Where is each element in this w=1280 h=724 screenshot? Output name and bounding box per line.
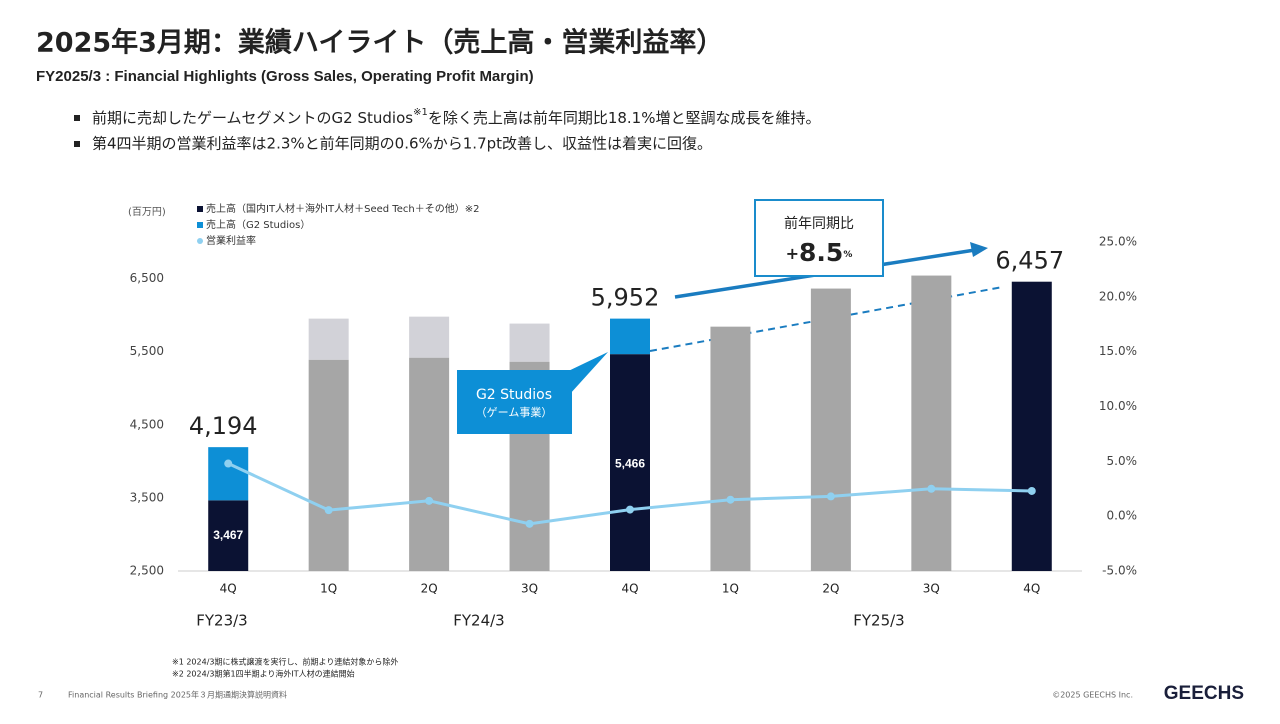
margin-point [1027,486,1036,495]
margin-point [324,506,333,515]
bar-segment [208,500,249,571]
total-label: 5,952 [591,284,660,312]
footnote: ※1 2024/3期に株式譲渡を実行し、前期より連結対象から除外 [172,657,398,667]
bar-segment [308,359,349,571]
x-tick-label: 4Q [621,582,638,596]
legend-marker [197,206,203,212]
x-tick-label: 4Q [1023,582,1040,596]
margin-point [224,459,233,468]
bullet: 第4四半期の営業利益率は2.3%と前年同期の0.6%から1.7pt改善し、収益性… [92,135,712,153]
group-label: FY23/3 [196,612,247,630]
x-tick-label: 4Q [220,582,237,596]
title: 2025年3月期：業績ハイライト（売上高・営業利益率） [36,27,723,59]
total-label: 4,194 [189,412,258,440]
footnote: ※2 2024/3期第1四半期より海外IT人材の連結開始 [172,669,355,679]
growth-box [754,199,884,277]
bar-segment [710,326,751,571]
y-tick-label: 6,500 [130,271,164,285]
bar-segment [911,275,952,571]
x-tick-label: 3Q [521,582,538,596]
bullet-text: 前期に売却したゲームセグメントのG2 Studios [92,109,413,127]
copyright: ©2025 GEECHS Inc. [1052,691,1133,700]
subtitle: FY2025/3 : Financial Highlights (Gross S… [36,68,534,85]
bar-segment [610,318,650,355]
y2-tick-label: 20.0% [1099,289,1137,303]
growth-sign: + [786,244,799,263]
footer-doc: Financial Results Briefing 2025年３月期通期決算説… [68,690,287,700]
value-label: 5,466 [615,456,645,470]
growth-number: 8.5 [799,238,843,267]
margin-point [425,496,434,505]
total-label: 6,457 [995,247,1064,275]
growth-value: +8.5% [786,238,853,267]
bullet-text: を除く売上高は前年同期比18.1%増と堅調な成長を維持。 [428,109,821,127]
bullet-mark [74,115,80,121]
bar-segment [810,288,851,571]
y-tick-label: 3,500 [130,490,164,504]
growth-label: 前年同期比 [784,215,854,232]
x-tick-label: 1Q [320,582,337,596]
chart: 2,500 3,500 4,500 5,500 6,500 -5.0% 0.0% 5.0% 10… [130,202,1137,630]
bar-segment [1011,281,1052,571]
margin-point [525,519,534,528]
bullet-note: ※1 [413,107,428,118]
legend-marker [197,238,203,244]
callout-sub: （ゲーム事業） [476,406,553,419]
y2-tick-label: 0.0% [1107,509,1138,523]
x-tick-label: 1Q [722,582,739,596]
arrow-head [970,242,988,257]
legend-label: 売上高（国内IT人材＋海外IT人材＋Seed Tech＋その他）※2 [206,202,479,215]
callout-box [457,370,572,434]
y-tick-label: 2,500 [130,564,164,578]
value-label: 3,467 [213,528,243,542]
group-label: FY25/3 [853,612,904,630]
margin-point [826,492,835,501]
x-tick-label: 2Q [421,582,438,596]
margin-point [626,505,634,514]
bar-segment [509,323,550,362]
bullet: 前期に売却したゲームセグメントのG2 Studios※1を除く売上高は前年同期比… [92,107,820,127]
x-tick-label: 3Q [923,582,940,596]
y-tick-label: 4,500 [130,417,164,431]
y2-tick-label: 10.0% [1099,399,1137,413]
bullet-mark [74,141,80,147]
group-label: FY24/3 [453,612,504,630]
bar-segment [308,318,349,360]
legend-label: 営業利益率 [206,234,256,247]
growth-unit: % [843,250,852,260]
y2-tick-label: 5.0% [1107,454,1138,468]
bar-segment [409,357,450,571]
unit: (百万円) [128,206,166,218]
callout-title: G2 Studios [476,387,552,403]
page-number: 7 [38,691,43,700]
y2-tick-label: 15.0% [1099,344,1137,358]
legend-marker [197,222,203,228]
y-tick-label: 5,500 [130,344,164,358]
legend-label: 売上高（G2 Studios） [206,218,310,231]
x-tick-label: 2Q [822,582,839,596]
logo: GEECHS [1164,683,1244,704]
margin-point [927,484,936,493]
margin-point [726,495,735,504]
bar-segment [409,316,450,358]
bar-segment [610,354,650,571]
y2-tick-label: -5.0% [1102,564,1137,578]
bar-segment [208,447,249,501]
y2-tick-label: 25.0% [1099,235,1137,249]
